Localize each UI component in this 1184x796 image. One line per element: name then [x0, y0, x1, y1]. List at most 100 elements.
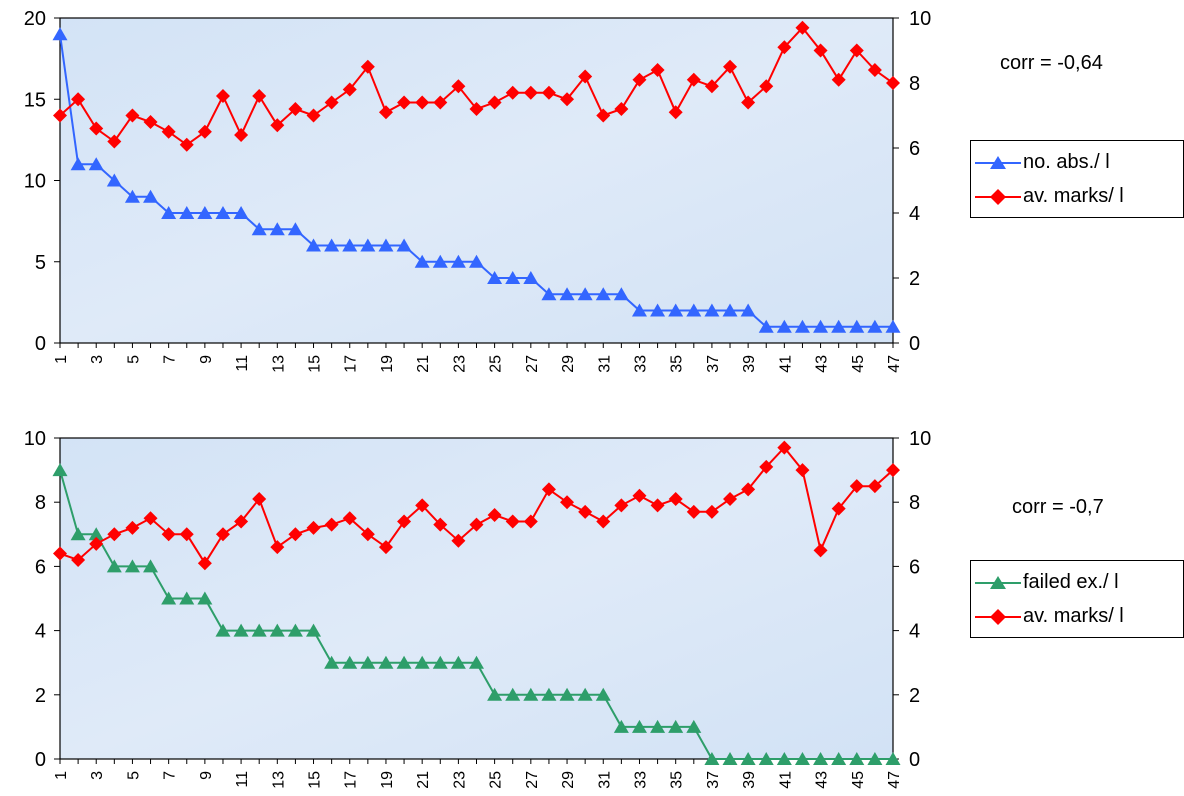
data-point-triangle: [215, 206, 231, 219]
data-point-diamond: [596, 108, 611, 123]
data-point-diamond: [704, 504, 719, 519]
data-point-triangle: [776, 319, 792, 333]
x-tick-label: 33: [632, 355, 649, 373]
corr-text-bottom: corr = -0,7: [1012, 496, 1104, 518]
x-tick-label: 35: [669, 355, 686, 373]
data-point-diamond: [867, 63, 882, 77]
x-tick-label: 1: [53, 355, 70, 364]
data-point-diamond: [53, 546, 67, 561]
x-tick-label: 33: [632, 771, 649, 789]
data-point-diamond: [668, 491, 683, 506]
data-point-triangle: [324, 655, 340, 669]
data-point-triangle: [668, 303, 684, 317]
data-point-diamond: [759, 79, 774, 94]
x-tick-label: 11: [234, 771, 251, 788]
x-tick-label: 15: [307, 355, 324, 373]
data-point-triangle: [269, 222, 285, 236]
data-point-triangle: [740, 752, 756, 765]
data-point-triangle: [161, 591, 177, 605]
x-tick-label: 39: [741, 355, 758, 373]
data-point-triangle: [867, 752, 883, 765]
legend-label: av. marks/ l: [1023, 605, 1124, 627]
data-point-triangle: [450, 655, 466, 669]
data-point-triangle: [124, 559, 140, 573]
data-point-diamond: [215, 527, 230, 542]
data-point-triangle: [740, 303, 756, 317]
legend-swatch-triangle: [975, 156, 1021, 169]
y-right-tick-label: 6: [909, 138, 920, 160]
data-point-diamond: [397, 95, 412, 110]
data-point-diamond: [614, 498, 629, 513]
data-point-triangle: [52, 27, 68, 41]
data-point-triangle: [306, 623, 322, 637]
data-point-diamond: [686, 504, 701, 519]
data-point-diamond: [867, 479, 882, 494]
x-tick-label: 29: [560, 355, 577, 373]
x-tick-label: 9: [198, 771, 215, 780]
x-tick-label: 31: [596, 355, 613, 373]
data-point-triangle: [523, 271, 539, 284]
x-tick-label: 27: [524, 355, 541, 373]
x-tick-label: 7: [162, 771, 179, 780]
data-point-triangle: [704, 303, 720, 317]
data-point-triangle: [686, 303, 702, 317]
data-point-diamond: [397, 514, 412, 529]
x-tick-label: 19: [379, 771, 396, 789]
data-point-diamond: [469, 517, 484, 532]
data-point-diamond: [541, 85, 556, 100]
data-point-diamond: [288, 527, 303, 542]
data-point-diamond: [215, 89, 230, 103]
data-point-diamond: [161, 527, 176, 542]
data-point-triangle: [885, 752, 901, 765]
data-point-diamond: [324, 95, 339, 110]
data-point-triangle: [631, 303, 647, 317]
data-point-diamond: [234, 514, 249, 529]
data-point-triangle: [469, 655, 484, 669]
x-tick-label: 37: [705, 771, 722, 789]
data-point-triangle: [450, 254, 466, 268]
data-point-diamond: [578, 504, 593, 519]
x-tick-label: 41: [777, 771, 794, 789]
data-point-triangle: [559, 287, 575, 301]
data-point-diamond: [451, 533, 466, 548]
legend-item: av. marks/ l: [971, 603, 1183, 631]
data-point-triangle: [197, 206, 213, 219]
data-point-triangle: [885, 319, 901, 333]
y-left-tick-label: 4: [35, 621, 46, 643]
data-point-triangle: [396, 238, 412, 252]
data-point-triangle: [414, 254, 430, 268]
data-point-diamond: [197, 556, 212, 571]
data-point-triangle: [143, 189, 159, 203]
data-point-triangle: [360, 238, 376, 252]
data-point-triangle: [106, 173, 122, 187]
data-point-triangle: [360, 655, 376, 669]
data-point-triangle: [577, 687, 593, 701]
y-left-tick-label: 8: [35, 492, 46, 514]
legend-item: av. marks/ l: [971, 183, 1183, 211]
legend-item: failed ex./ l: [971, 569, 1183, 597]
data-point-triangle: [813, 752, 829, 765]
data-point-diamond: [759, 459, 774, 474]
data-point-diamond: [360, 527, 375, 542]
x-tick-label: 1: [53, 771, 70, 780]
data-point-diamond: [886, 76, 900, 90]
data-point-triangle: [432, 655, 448, 669]
data-point-diamond: [686, 72, 701, 87]
data-point-triangle: [668, 719, 684, 733]
data-point-triangle: [324, 238, 340, 252]
data-point-triangle: [613, 287, 629, 301]
data-point-diamond: [469, 102, 484, 116]
data-point-diamond: [831, 501, 846, 516]
data-point-diamond: [342, 82, 357, 97]
data-point-triangle: [650, 303, 666, 317]
y-right-tick-label: 4: [909, 621, 920, 643]
x-tick-label: 17: [343, 355, 360, 373]
data-point-diamond: [741, 95, 756, 110]
legend-swatch-triangle: [975, 576, 1021, 589]
data-point-diamond: [560, 495, 575, 510]
data-point-triangle: [631, 719, 647, 733]
legend-swatch-diamond: [975, 609, 1021, 625]
data-point-diamond: [252, 491, 267, 506]
legend-item: no. abs./ l: [971, 149, 1183, 177]
data-point-diamond: [306, 108, 321, 123]
